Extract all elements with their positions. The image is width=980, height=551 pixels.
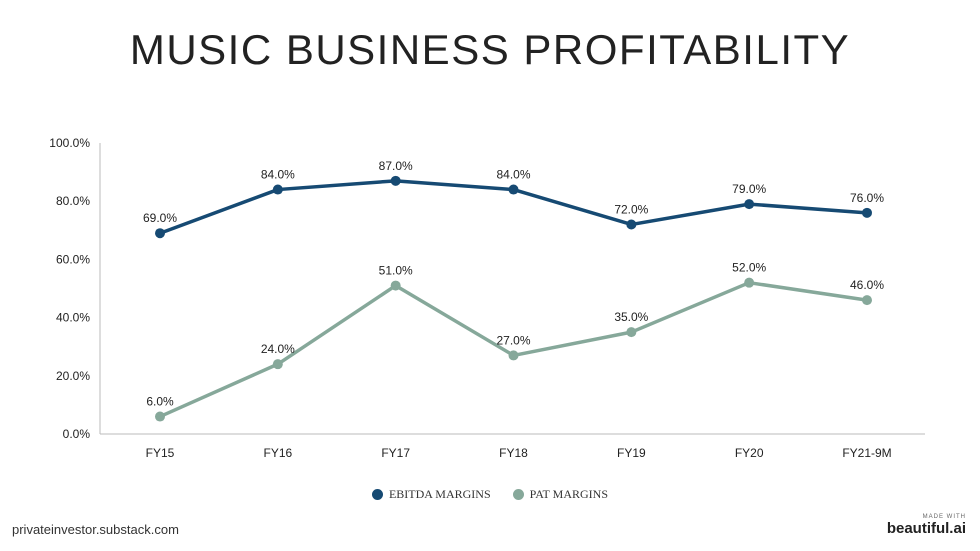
data-point-1 bbox=[508, 350, 519, 361]
data-point-1 bbox=[862, 295, 872, 306]
data-label-0: 84.0% bbox=[261, 168, 295, 182]
x-tick-label: FY17 bbox=[381, 446, 410, 460]
data-label-1: 35.0% bbox=[614, 310, 648, 324]
data-point-1 bbox=[155, 411, 165, 422]
data-label-1: 24.0% bbox=[261, 342, 295, 356]
data-point-0 bbox=[862, 207, 872, 218]
data-label-0: 79.0% bbox=[732, 182, 766, 196]
data-point-0 bbox=[508, 184, 519, 195]
data-point-0 bbox=[390, 175, 401, 186]
y-tick-label: 100.0% bbox=[49, 136, 90, 150]
legend-item-pat: PAT MARGINS bbox=[512, 487, 609, 502]
y-tick-label: 60.0% bbox=[56, 252, 90, 266]
data-point-1 bbox=[626, 327, 637, 338]
chart-title: MUSIC BUSINESS PROFITABILITY bbox=[129, 26, 851, 73]
data-label-0: 76.0% bbox=[850, 191, 884, 205]
data-label-1: 27.0% bbox=[496, 333, 530, 347]
source-footer: privateinvestor.substack.com bbox=[12, 522, 179, 537]
data-label-1: 52.0% bbox=[732, 261, 766, 275]
legend-marker-ebitda bbox=[371, 489, 383, 500]
x-tick-label: FY21-9M bbox=[842, 446, 891, 460]
data-point-1 bbox=[744, 277, 755, 288]
x-tick-label: FY16 bbox=[263, 446, 292, 460]
data-label-0: 84.0% bbox=[496, 168, 530, 182]
data-point-0 bbox=[626, 219, 637, 230]
data-label-1: 6.0% bbox=[146, 395, 174, 409]
y-tick-label: 40.0% bbox=[56, 311, 90, 325]
data-point-1 bbox=[272, 359, 283, 370]
brand-logo: MADE WITH beautiful.ai bbox=[887, 514, 966, 537]
x-tick-label: FY15 bbox=[146, 446, 175, 460]
brand-made-with: MADE WITH bbox=[922, 514, 966, 520]
data-label-0: 72.0% bbox=[614, 202, 648, 216]
x-tick-label: FY20 bbox=[735, 446, 764, 460]
y-tick-label: 80.0% bbox=[56, 194, 90, 208]
y-tick-label: 20.0% bbox=[56, 369, 90, 383]
data-label-1: 51.0% bbox=[379, 264, 413, 278]
data-point-0 bbox=[155, 228, 165, 239]
legend-item-ebitda: EBITDA MARGINS bbox=[371, 487, 491, 502]
data-point-0 bbox=[744, 199, 755, 210]
data-point-1 bbox=[390, 280, 401, 291]
data-label-1: 46.0% bbox=[850, 278, 884, 292]
legend-label-ebitda: EBITDA MARGINS bbox=[388, 487, 491, 501]
brand-name: beautiful.ai bbox=[886, 520, 966, 537]
legend-marker-pat bbox=[512, 489, 524, 500]
x-tick-label: FY19 bbox=[617, 446, 646, 460]
line-chart: 0.0% 20.0% 40.0% 60.0% 80.0% 100.0% FY15 FY16 FY… bbox=[49, 136, 925, 460]
data-label-0: 69.0% bbox=[143, 211, 177, 225]
legend: EBITDA MARGINS PAT MARGINS bbox=[0, 487, 980, 502]
data-label-0: 87.0% bbox=[379, 159, 413, 173]
legend-label-pat: PAT MARGINS bbox=[529, 487, 609, 501]
y-tick-label: 0.0% bbox=[63, 427, 91, 441]
data-point-0 bbox=[272, 184, 283, 195]
x-tick-label: FY18 bbox=[499, 446, 528, 460]
